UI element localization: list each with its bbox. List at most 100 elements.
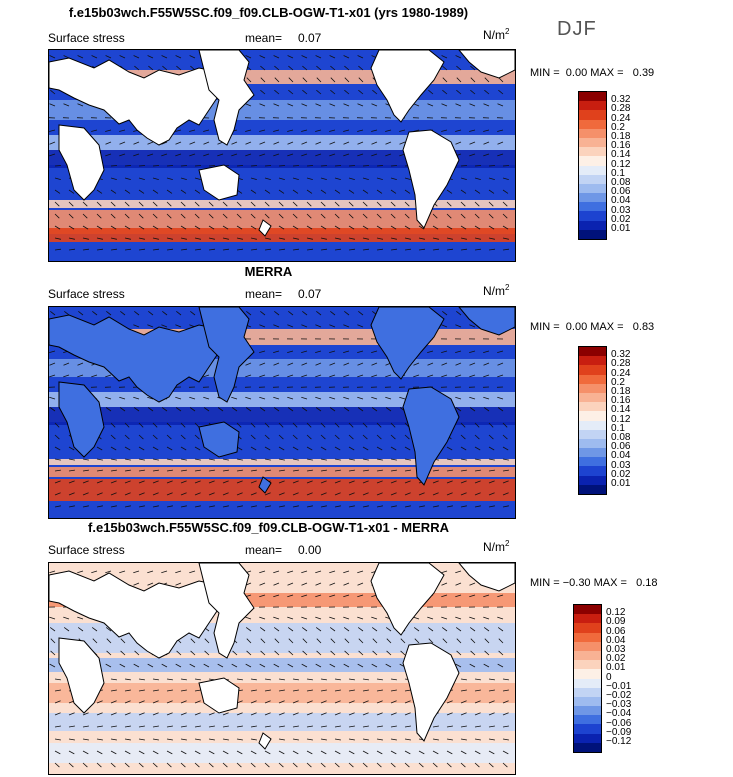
wind-vector: [498, 77, 504, 83]
wind-vector: [124, 738, 131, 741]
wind-vector: [484, 77, 490, 83]
wind-vector: [68, 762, 74, 768]
panel-1-minmax: MIN = 0.00 MAX = 0.39: [530, 67, 655, 79]
wind-vector: [334, 177, 341, 180]
wind-vector: [502, 725, 509, 728]
wind-vector: [469, 153, 476, 157]
colorbar-tick-label: 0.03: [611, 204, 631, 216]
wind-vector: [334, 201, 340, 207]
wind-vector: [315, 55, 322, 59]
wind-vector: [474, 469, 481, 472]
wind-vector: [483, 374, 490, 378]
wind-vector: [441, 103, 448, 107]
wind-vector: [488, 712, 495, 716]
wind-vector: [329, 374, 336, 378]
wind-vector: [483, 407, 490, 412]
wind-vector: [287, 627, 294, 632]
wind-vector: [502, 189, 509, 194]
wind-vector: [82, 505, 89, 508]
colorbar-swatch: [579, 193, 606, 203]
wind-vector: [320, 700, 327, 704]
wind-vector: [390, 725, 397, 728]
wind-vector: [488, 213, 494, 219]
wind-vector: [329, 570, 336, 574]
wind-vector: [315, 396, 322, 400]
wind-vector: [278, 248, 286, 251]
wind-vector: [54, 201, 60, 207]
wind-vector: [418, 225, 425, 230]
wind-vector: [63, 627, 70, 632]
wind-vector: [166, 762, 172, 768]
wind-vector: [166, 177, 173, 180]
wind-vector: [455, 55, 462, 59]
wind-vector: [315, 582, 322, 586]
wind-vector: [287, 129, 294, 132]
wind-vector: [54, 165, 62, 167]
wind-vector: [236, 213, 242, 219]
wind-vector: [110, 480, 117, 484]
wind-vector: [208, 225, 215, 230]
wind-vector: [82, 750, 89, 755]
wind-vector: [460, 712, 467, 716]
panel-3-title: f.e15b03wch.F55W5SC.f09_f09.CLB-OGW-T1-x…: [88, 520, 449, 535]
wind-vector: [343, 55, 350, 59]
panel-1-variable: Surface stress: [48, 31, 125, 45]
wind-vector: [376, 762, 382, 768]
wind-vector: [260, 650, 266, 656]
wind-vector: [432, 213, 438, 219]
wind-vector: [344, 77, 350, 83]
wind-vector: [404, 177, 411, 180]
wind-vector: [50, 650, 56, 656]
wind-vector: [488, 434, 494, 440]
wind-vector: [334, 446, 341, 451]
wind-vector: [54, 700, 61, 704]
wind-vector: [292, 165, 300, 167]
wind-vector: [264, 689, 271, 692]
wind-vector: [203, 663, 210, 668]
wind-vector: [470, 65, 476, 71]
wind-vector: [203, 407, 210, 412]
colorbar-tick-label: −0.01: [606, 680, 632, 692]
wind-vector: [217, 153, 224, 157]
wind-vector: [246, 638, 252, 644]
wind-vector: [96, 505, 103, 508]
wind-vector: [68, 225, 75, 230]
wind-vector: [390, 248, 398, 251]
wind-vector: [357, 396, 364, 400]
wind-vector: [68, 189, 75, 194]
wind-vector: [469, 396, 476, 400]
wind-vector: [362, 189, 369, 194]
wind-vector: [488, 469, 495, 472]
wind-vector: [152, 248, 160, 251]
wind-vector: [460, 700, 467, 704]
colorbar-tick-label: −0.06: [606, 717, 632, 729]
wind-vector: [236, 165, 244, 167]
wind-vector: [124, 750, 131, 755]
colorbar-swatch: [579, 137, 606, 148]
wind-vector: [376, 446, 383, 451]
wind-vector: [91, 374, 98, 378]
wind-vector: [166, 492, 173, 496]
wind-vector: [180, 469, 187, 472]
wind-vector: [348, 712, 355, 716]
wind-vector: [161, 55, 168, 59]
wind-vector: [161, 407, 168, 412]
wind-vector: [82, 492, 89, 496]
wind-vector: [320, 446, 327, 451]
colorbar-swatch: [579, 147, 606, 157]
wind-vector: [432, 505, 439, 508]
wind-vector: [348, 750, 355, 755]
wind-vector: [357, 582, 364, 586]
wind-vector: [460, 738, 467, 741]
wind-vector: [54, 725, 61, 728]
continent-outline: [198, 563, 255, 659]
wind-vector: [180, 189, 187, 194]
wind-vector: [334, 225, 341, 230]
wind-vector: [385, 141, 392, 145]
wind-vector: [273, 627, 280, 632]
wind-vector: [138, 689, 145, 692]
wind-vector: [390, 738, 397, 741]
wind-vector: [390, 201, 396, 207]
wind-vector: [497, 396, 504, 400]
wind-vector: [362, 177, 369, 180]
